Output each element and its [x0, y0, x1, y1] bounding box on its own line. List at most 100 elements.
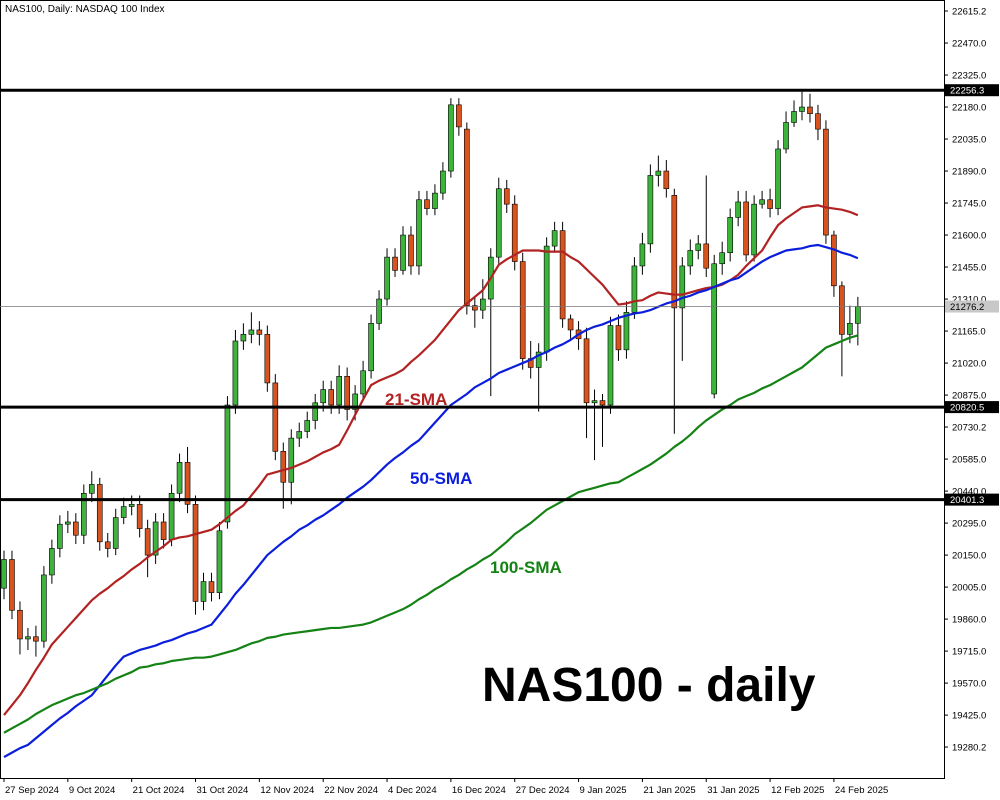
- price-tag-label: 20820.5: [950, 403, 984, 414]
- candle-body: [288, 437, 295, 483]
- candle-body: [831, 234, 837, 287]
- candle-body: [104, 541, 111, 549]
- x-tick-label: 24 Feb 2025: [835, 785, 888, 796]
- candle-body: [727, 217, 733, 254]
- candle-body: [320, 389, 327, 404]
- x-tick-label: 27 Dec 2024: [516, 785, 570, 796]
- candle-body: [759, 199, 765, 205]
- sma-label: 21-SMA: [385, 390, 447, 409]
- candle-body: [607, 325, 614, 406]
- price-tag: [945, 493, 999, 506]
- y-tick-label: 21310.0: [952, 295, 986, 306]
- candle-body: [120, 506, 127, 518]
- candle-body: [440, 170, 446, 194]
- candle-body: [232, 340, 239, 406]
- candle-body: [81, 492, 87, 536]
- candle-body: [65, 521, 71, 525]
- x-tick-label: 9 Oct 2024: [69, 785, 115, 796]
- candle-body: [655, 170, 662, 176]
- candle-body: [9, 559, 15, 611]
- y-tick-label: 19280.2: [952, 743, 986, 754]
- y-tick-label: 19715.0: [952, 647, 986, 658]
- y-tick-label: 19570.0: [952, 679, 986, 690]
- candle-body: [192, 504, 199, 602]
- candle-body: [711, 263, 718, 395]
- price-tag: [945, 84, 999, 97]
- candle-body: [623, 312, 630, 351]
- candle-body: [392, 256, 398, 271]
- candle-body: [304, 420, 311, 432]
- candle-body: [663, 170, 670, 190]
- candle-body: [551, 230, 558, 247]
- y-tick-label: 20295.0: [952, 519, 986, 530]
- candle-body: [184, 462, 191, 505]
- candle-body: [368, 323, 374, 372]
- y-tick-label: 20150.0: [952, 551, 986, 562]
- x-tick-label: 22 Nov 2024: [324, 785, 378, 796]
- candle-body: [416, 199, 422, 267]
- candle-body: [360, 370, 366, 395]
- candle-body: [823, 128, 829, 236]
- candle-body: [839, 285, 845, 335]
- candle-body: [775, 148, 781, 209]
- candle-body: [144, 528, 151, 556]
- x-tick-label: 27 Sep 2024: [5, 785, 59, 796]
- candle-body: [591, 400, 598, 404]
- sma-label: 50-SMA: [410, 469, 472, 488]
- candle-body: [200, 581, 207, 602]
- x-tick-label: 12 Feb 2025: [771, 785, 824, 796]
- candle-body: [799, 106, 805, 112]
- candle-body: [424, 199, 430, 209]
- candle-body: [519, 261, 526, 359]
- y-tick-label: 19425.0: [952, 711, 986, 722]
- candle-body: [807, 106, 813, 114]
- sma-lines: [3, 204, 859, 758]
- candle-body: [280, 451, 287, 483]
- candle-body: [599, 400, 606, 406]
- candle-body: [336, 376, 342, 406]
- candle-body: [456, 104, 462, 128]
- candle-body: [503, 188, 510, 205]
- candle-body: [152, 521, 159, 556]
- candle-body: [783, 122, 789, 150]
- candle-body: [328, 389, 334, 406]
- y-tick-label: 21455.0: [952, 263, 986, 274]
- candle-body: [25, 636, 31, 640]
- candle-body: [1, 559, 7, 589]
- candle-body: [96, 484, 103, 543]
- candle-body: [408, 234, 414, 267]
- candle-body: [464, 128, 470, 306]
- x-tick-label: 16 Dec 2024: [452, 785, 506, 796]
- y-tick-label: 21600.0: [952, 231, 986, 242]
- candle-body: [384, 256, 390, 300]
- candle-body: [264, 334, 271, 384]
- candle-body: [344, 376, 350, 410]
- candle-body: [216, 530, 223, 593]
- y-tick-label: 20440.0: [952, 487, 986, 498]
- sma-line: [3, 243, 859, 758]
- candle-body: [535, 351, 542, 368]
- candle-body: [376, 298, 382, 324]
- levels: [0, 88, 944, 502]
- sma-line: [3, 334, 859, 734]
- candle-body: [400, 234, 406, 271]
- candle-body: [160, 521, 167, 540]
- annotations: NAS100, Daily: NASDAQ 100 Index 21-SMA 5…: [5, 4, 816, 712]
- candle-body: [719, 252, 726, 265]
- candle-body: [583, 338, 590, 404]
- y-tick-label: 22035.0: [952, 135, 986, 146]
- candle-body: [495, 188, 502, 258]
- candle-body: [791, 111, 797, 123]
- x-tick-label: 21 Jan 2025: [643, 785, 695, 796]
- candle-body: [248, 329, 255, 335]
- y-tick-label: 21020.0: [952, 359, 986, 370]
- x-tick-label: 9 Jan 2025: [580, 785, 627, 796]
- candle-body: [240, 334, 247, 342]
- candle-body: [256, 329, 263, 335]
- candle-body: [296, 431, 303, 439]
- candle-body: [112, 517, 119, 549]
- candle-body: [647, 175, 654, 245]
- x-tick-label: 21 Oct 2024: [133, 785, 185, 796]
- candle-body: [695, 243, 702, 251]
